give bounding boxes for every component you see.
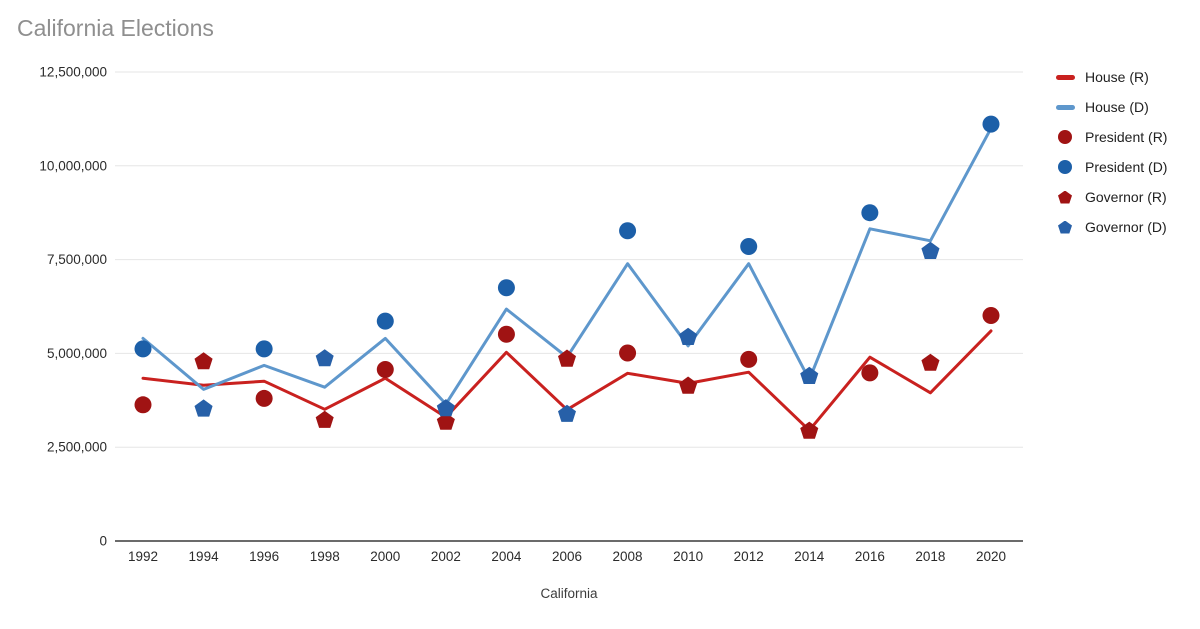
legend-item-house-d: House (D) — [1056, 92, 1167, 122]
president-r-marker — [376, 361, 394, 379]
legend-item-president-r: President (R) — [1056, 122, 1167, 152]
president-r-marker — [982, 307, 1000, 325]
y-tick-label: 2,500,000 — [47, 440, 107, 455]
chart-title: California Elections — [17, 15, 214, 41]
y-tick-label: 7,500,000 — [47, 252, 107, 267]
president-r-marker — [497, 325, 515, 343]
president-d-marker — [376, 312, 394, 330]
x-tick-label: 2008 — [613, 549, 643, 564]
x-tick-label: 2006 — [552, 549, 582, 564]
x-tick-label: 2000 — [370, 549, 400, 564]
x-tick-label: 1992 — [128, 549, 158, 564]
governor-d-legend-swatch-icon — [1058, 220, 1072, 234]
x-tick-label: 2012 — [734, 549, 764, 564]
x-tick-label: 1998 — [310, 549, 340, 564]
president-d-marker — [861, 204, 879, 222]
president-r-marker — [740, 350, 758, 368]
house-d-legend-swatch-icon — [1056, 104, 1075, 110]
governor-d-marker — [194, 399, 213, 417]
governor-r-marker — [558, 349, 576, 367]
legend-label: House (R) — [1085, 69, 1149, 85]
governor-d-marker — [800, 366, 819, 384]
legend-item-governor-d: Governor (D) — [1056, 212, 1167, 242]
x-axis-title: California — [540, 586, 598, 601]
chart-legend: House (R) House (D) President (R) President… — [1056, 62, 1167, 242]
governor-r-marker — [315, 410, 334, 428]
legend-label: President (R) — [1085, 129, 1168, 145]
house-r-legend-swatch-icon — [1056, 74, 1075, 80]
legend-item-house-r: House (R) — [1056, 62, 1167, 92]
x-tick-label: 2014 — [794, 549, 825, 564]
x-tick-label: 2004 — [491, 549, 522, 564]
x-tick-label: 1994 — [189, 549, 220, 564]
x-tick-label: 2002 — [431, 549, 461, 564]
y-tick-label: 0 — [99, 534, 107, 549]
legend-label: House (D) — [1085, 99, 1149, 115]
legend-label: Governor (D) — [1085, 219, 1167, 235]
governor-d-marker — [679, 327, 698, 345]
president-d-marker — [740, 237, 758, 255]
x-tick-label: 2020 — [976, 549, 1006, 564]
president-r-marker — [134, 396, 152, 414]
president-r-marker — [619, 344, 637, 362]
governor-r-marker — [194, 352, 213, 370]
governor-r-legend-swatch-icon — [1058, 190, 1072, 204]
president-d-legend-swatch-icon — [1058, 160, 1072, 174]
president-d-marker — [255, 340, 273, 358]
governor-r-marker — [679, 376, 698, 394]
governor-r-marker — [800, 421, 819, 439]
y-tick-label: 12,500,000 — [39, 65, 107, 80]
president-d-marker — [982, 115, 1000, 133]
y-tick-label: 10,000,000 — [39, 158, 107, 173]
x-tick-label: 2010 — [673, 549, 703, 564]
governor-d-marker — [436, 399, 455, 417]
y-tick-label: 5,000,000 — [47, 346, 107, 361]
president-r-legend-swatch-icon — [1058, 130, 1072, 144]
president-d-marker — [619, 222, 637, 240]
x-tick-label: 1996 — [249, 549, 279, 564]
x-tick-label: 2016 — [855, 549, 885, 564]
governor-d-marker — [315, 349, 334, 367]
president-r-marker — [861, 364, 879, 382]
legend-item-governor-r: Governor (R) — [1056, 182, 1167, 212]
president-r-marker — [255, 389, 273, 407]
legend-label: Governor (R) — [1085, 189, 1167, 205]
president-d-marker — [134, 340, 152, 358]
governor-d-marker — [558, 404, 576, 422]
governor-r-marker — [436, 412, 455, 430]
x-tick-label: 2018 — [915, 549, 945, 564]
governor-d-marker — [921, 241, 940, 259]
legend-label: President (D) — [1085, 159, 1168, 175]
president-d-marker — [497, 279, 515, 297]
legend-item-president-d: President (D) — [1056, 152, 1167, 182]
governor-r-marker — [921, 353, 940, 371]
